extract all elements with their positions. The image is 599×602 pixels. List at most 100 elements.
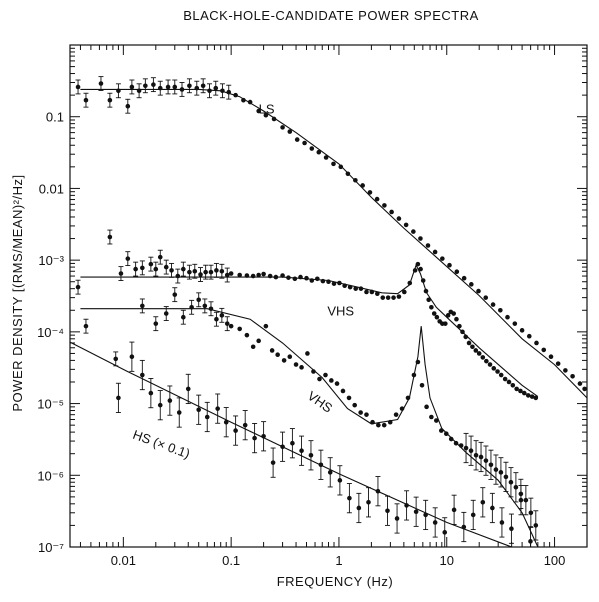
data-point xyxy=(483,295,489,300)
data-point xyxy=(487,362,493,367)
data-point xyxy=(415,261,421,267)
data-point xyxy=(419,382,425,388)
data-point xyxy=(334,381,340,386)
data-point xyxy=(270,460,276,465)
x-tick-label: 10 xyxy=(440,553,454,568)
data-point xyxy=(215,406,220,411)
data-point xyxy=(204,414,210,420)
data-point xyxy=(309,278,315,283)
data-point xyxy=(466,340,472,346)
data-point xyxy=(352,402,357,408)
data-point xyxy=(226,89,232,95)
x-tick-label: 100 xyxy=(544,553,566,568)
data-point xyxy=(329,378,334,383)
data-point xyxy=(247,99,253,105)
data-point xyxy=(203,269,208,275)
data-point xyxy=(493,467,499,472)
data-point xyxy=(412,268,418,273)
data-point xyxy=(287,354,293,360)
data-point xyxy=(380,295,386,300)
data-point xyxy=(298,274,303,280)
data-point xyxy=(495,369,500,374)
curve-label: VHS xyxy=(327,303,354,318)
data-point xyxy=(429,414,434,420)
data-point xyxy=(577,381,583,386)
data-point xyxy=(478,454,484,460)
series-group xyxy=(80,287,539,548)
data-point xyxy=(140,303,145,309)
data-point xyxy=(393,412,399,417)
data-point xyxy=(346,395,352,401)
data-point xyxy=(275,352,280,358)
data-point xyxy=(317,376,322,382)
data-point xyxy=(294,137,300,142)
data-point xyxy=(403,222,409,228)
y-tick-label: 0.01 xyxy=(39,181,64,196)
data-point xyxy=(293,362,299,367)
data-point xyxy=(181,266,186,272)
data-point xyxy=(331,281,337,286)
data-point xyxy=(263,323,269,329)
data-point xyxy=(498,307,503,313)
data-point xyxy=(411,229,416,234)
data-point xyxy=(370,419,375,425)
data-point xyxy=(502,376,508,382)
data-point xyxy=(476,288,481,294)
data-point xyxy=(299,365,304,370)
data-point xyxy=(305,351,310,356)
plot-area: 0.01 0.1 1 10 100 0.1 0.01 10⁻³ 10⁻⁴ 10⁻⁵ 10⁻⁶ 10⁻⁷… xyxy=(37,44,588,568)
x-tick-label: 1 xyxy=(335,553,342,568)
data-point xyxy=(125,103,131,109)
data-point xyxy=(381,422,387,428)
data-point xyxy=(458,443,464,448)
data-point xyxy=(447,262,452,268)
data-point xyxy=(172,84,178,90)
data-point xyxy=(140,265,145,271)
data-point xyxy=(490,302,496,307)
data-point xyxy=(148,390,154,396)
y-tick-label: 10⁻⁶ xyxy=(37,468,64,483)
data-point xyxy=(280,444,285,450)
data-point xyxy=(425,243,431,248)
data-point xyxy=(302,140,307,146)
data-point xyxy=(347,495,352,501)
data-point xyxy=(107,234,113,240)
data-point xyxy=(382,203,387,208)
data-point xyxy=(125,256,131,261)
data-point xyxy=(151,82,156,87)
data-point xyxy=(360,183,365,188)
data-point xyxy=(181,314,186,320)
data-point xyxy=(418,266,423,272)
chart-title: BLACK-HOLE-CANDIDATE POWER SPECTRA xyxy=(183,8,479,23)
data-point xyxy=(286,275,291,280)
data-point xyxy=(358,286,364,291)
data-point xyxy=(461,275,467,281)
data-point xyxy=(133,266,138,272)
curve-label: HS (× 0.1) xyxy=(131,427,192,461)
data-point xyxy=(309,146,315,151)
data-point xyxy=(463,445,469,451)
data-point xyxy=(364,412,369,417)
data-point xyxy=(311,369,316,374)
data-point xyxy=(337,280,342,286)
data-point xyxy=(129,84,135,90)
data-point xyxy=(338,164,344,170)
data-point xyxy=(480,355,486,360)
data-point xyxy=(473,348,479,353)
data-point xyxy=(318,462,324,468)
data-point xyxy=(533,523,539,528)
data-point xyxy=(304,275,309,281)
data-point xyxy=(521,390,527,396)
data-point xyxy=(224,272,230,278)
data-point xyxy=(252,435,257,441)
data-point xyxy=(280,273,285,278)
data-point xyxy=(396,216,402,221)
data-point xyxy=(356,505,362,511)
data-point xyxy=(402,289,407,295)
data-point xyxy=(387,419,393,425)
data-point xyxy=(116,88,121,94)
data-point xyxy=(340,388,346,394)
data-point xyxy=(529,394,535,399)
data-point xyxy=(526,333,532,339)
data-point xyxy=(448,436,454,442)
